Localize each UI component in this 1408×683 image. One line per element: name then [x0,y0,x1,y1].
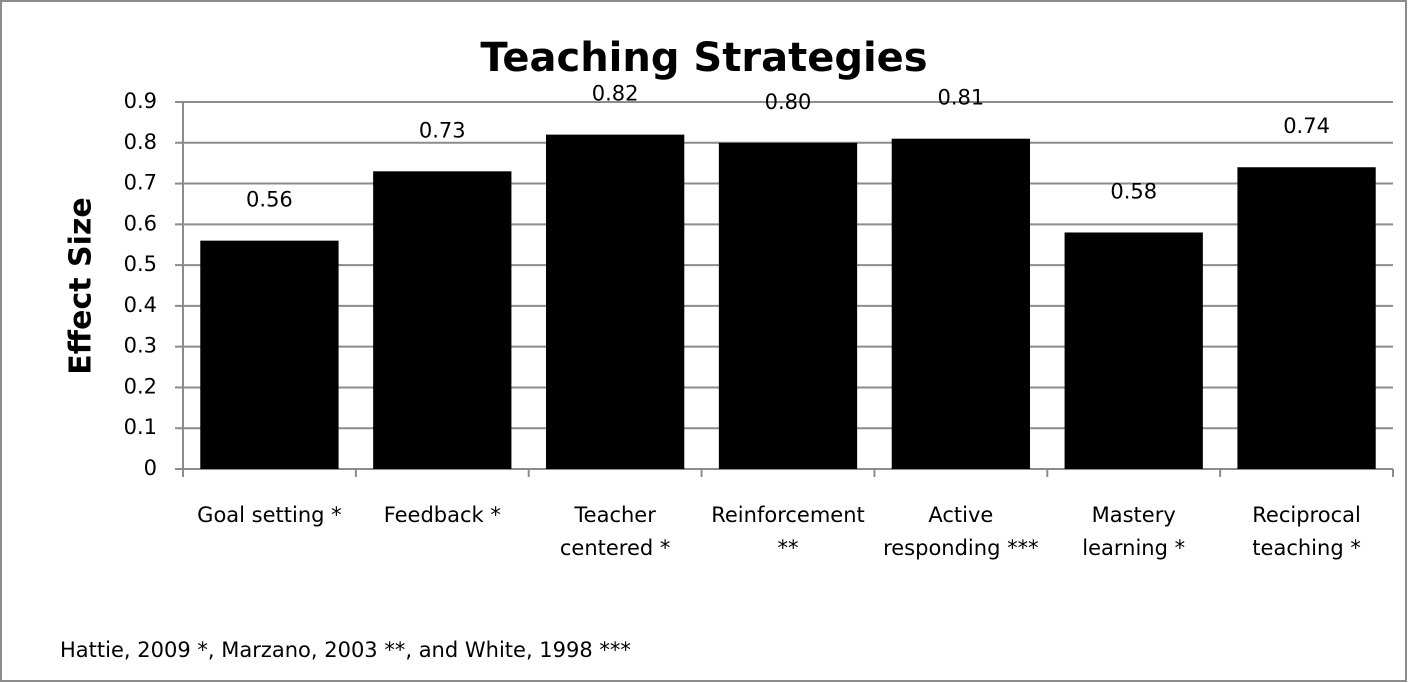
value-label: 0.56 [246,188,293,212]
bar [891,138,1030,469]
y-tick-label: 0.1 [124,415,157,439]
x-tick-label: Active responding *** [883,503,1039,560]
y-tick-label: 0.3 [124,334,157,358]
y-axis-title: Effect Size [64,197,99,374]
footnote: Hattie, 2009 *, Marzano, 2003 **, and Wh… [60,638,631,662]
bar [718,142,858,469]
y-tick-label: 0.9 [124,89,157,113]
value-label: 0.82 [592,82,639,106]
y-tick-label: 0.2 [124,374,157,398]
bar [1237,167,1376,469]
bar [373,171,512,470]
x-tick-label: Goal setting * [197,503,342,527]
x-tick-label: Reciprocal teaching * [1252,503,1361,560]
x-tick-label: Feedback * [383,503,501,527]
value-label: 0.73 [419,118,466,142]
y-tick-label: 0.8 [124,130,157,154]
y-tick-label: 0 [144,456,157,480]
bar [200,240,339,469]
bar [1064,232,1203,469]
x-tick-label: Reinforcement ** [711,503,865,560]
y-tick-label: 0.6 [124,211,157,235]
y-tick-label: 0.5 [124,252,157,276]
value-label: 0.58 [1110,179,1157,203]
x-tick-label: Teacher centered * [559,503,671,560]
y-tick-label: 0.4 [124,293,157,317]
value-label: 0.74 [1283,114,1330,138]
chart-title: Teaching Strategies [480,35,927,81]
bar [546,134,685,469]
y-tick-label: 0.7 [124,171,157,195]
value-label: 0.81 [937,86,984,110]
value-label: 0.80 [765,90,812,114]
x-tick-label: Mastery learning * [1082,503,1186,560]
